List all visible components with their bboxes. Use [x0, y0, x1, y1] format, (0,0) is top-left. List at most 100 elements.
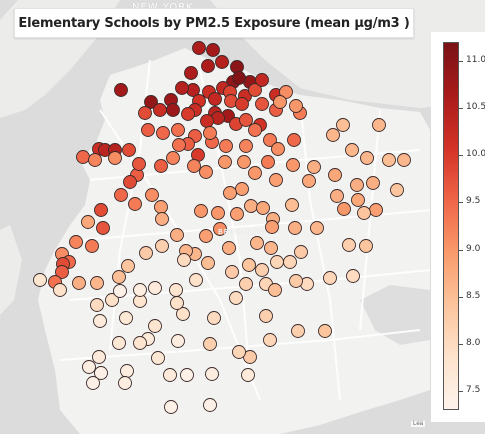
school-point[interactable]: [88, 153, 102, 167]
school-point[interactable]: [105, 293, 119, 307]
school-point[interactable]: [239, 113, 253, 127]
school-point[interactable]: [255, 97, 269, 111]
school-point[interactable]: [154, 159, 168, 173]
school-point[interactable]: [118, 376, 132, 390]
school-point[interactable]: [211, 206, 225, 220]
school-point[interactable]: [177, 253, 191, 267]
school-point[interactable]: [203, 126, 217, 140]
school-point[interactable]: [151, 351, 165, 365]
school-point[interactable]: [229, 291, 243, 305]
school-point[interactable]: [72, 276, 86, 290]
school-point[interactable]: [263, 333, 277, 347]
school-point[interactable]: [270, 255, 284, 269]
school-point[interactable]: [366, 176, 380, 190]
school-point[interactable]: [225, 265, 239, 279]
school-point[interactable]: [166, 151, 180, 165]
school-point[interactable]: [256, 201, 270, 215]
school-point[interactable]: [53, 283, 67, 297]
school-point[interactable]: [223, 186, 237, 200]
school-point[interactable]: [206, 43, 220, 57]
school-point[interactable]: [86, 376, 100, 390]
school-point[interactable]: [287, 133, 301, 147]
school-point[interactable]: [201, 59, 215, 73]
school-point[interactable]: [170, 296, 184, 310]
school-point[interactable]: [85, 239, 99, 253]
school-point[interactable]: [181, 107, 195, 121]
school-point[interactable]: [232, 71, 246, 85]
school-point[interactable]: [93, 314, 107, 328]
school-point[interactable]: [92, 350, 106, 364]
school-point[interactable]: [194, 204, 208, 218]
school-point[interactable]: [255, 263, 269, 277]
school-point[interactable]: [241, 368, 255, 382]
school-point[interactable]: [336, 118, 350, 132]
school-point[interactable]: [133, 336, 147, 350]
school-point[interactable]: [153, 103, 167, 117]
school-point[interactable]: [318, 324, 332, 338]
school-point[interactable]: [208, 92, 222, 106]
school-point[interactable]: [90, 298, 104, 312]
school-point[interactable]: [187, 159, 201, 173]
school-point[interactable]: [219, 139, 233, 153]
school-point[interactable]: [323, 271, 337, 285]
school-point[interactable]: [96, 221, 110, 235]
school-point[interactable]: [199, 229, 213, 243]
school-point[interactable]: [123, 175, 137, 189]
school-point[interactable]: [244, 199, 258, 213]
school-point[interactable]: [122, 143, 136, 157]
school-point[interactable]: [302, 174, 316, 188]
school-point[interactable]: [232, 345, 246, 359]
school-point[interactable]: [239, 277, 253, 291]
school-point[interactable]: [112, 270, 126, 284]
school-point[interactable]: [148, 319, 162, 333]
school-point[interactable]: [248, 83, 262, 97]
school-point[interactable]: [128, 197, 142, 211]
school-point[interactable]: [271, 142, 285, 156]
school-point[interactable]: [148, 281, 162, 295]
school-point[interactable]: [346, 269, 360, 283]
school-point[interactable]: [172, 138, 186, 152]
school-point[interactable]: [155, 212, 169, 226]
school-point[interactable]: [33, 273, 47, 287]
school-point[interactable]: [213, 222, 227, 236]
school-point[interactable]: [133, 283, 147, 297]
school-point[interactable]: [166, 103, 180, 117]
school-point[interactable]: [255, 73, 269, 87]
school-point[interactable]: [175, 81, 189, 95]
school-point[interactable]: [192, 41, 206, 55]
school-point[interactable]: [237, 155, 251, 169]
school-point[interactable]: [265, 220, 279, 234]
school-point[interactable]: [119, 311, 133, 325]
school-point[interactable]: [369, 203, 383, 217]
school-point[interactable]: [261, 155, 275, 169]
school-point[interactable]: [112, 336, 126, 350]
school-point[interactable]: [273, 95, 287, 109]
school-point[interactable]: [176, 307, 190, 321]
school-point[interactable]: [286, 158, 300, 172]
school-point[interactable]: [155, 239, 169, 253]
school-point[interactable]: [207, 311, 221, 325]
school-point[interactable]: [76, 150, 90, 164]
school-point[interactable]: [163, 368, 177, 382]
school-point[interactable]: [289, 274, 303, 288]
school-point[interactable]: [264, 241, 278, 255]
school-point[interactable]: [218, 155, 232, 169]
school-point[interactable]: [328, 168, 342, 182]
school-point[interactable]: [350, 178, 364, 192]
school-point[interactable]: [289, 99, 303, 113]
school-point[interactable]: [201, 256, 215, 270]
school-point[interactable]: [199, 165, 213, 179]
school-point[interactable]: [205, 367, 219, 381]
school-point[interactable]: [372, 118, 386, 132]
school-point[interactable]: [138, 106, 152, 120]
school-point[interactable]: [259, 309, 273, 323]
school-point[interactable]: [200, 114, 214, 128]
map-attribution[interactable]: Lea: [411, 421, 426, 427]
school-point[interactable]: [285, 198, 299, 212]
school-point[interactable]: [55, 265, 69, 279]
school-point[interactable]: [294, 245, 308, 259]
school-point[interactable]: [121, 259, 135, 273]
school-point[interactable]: [337, 202, 351, 216]
school-point[interactable]: [268, 283, 282, 297]
